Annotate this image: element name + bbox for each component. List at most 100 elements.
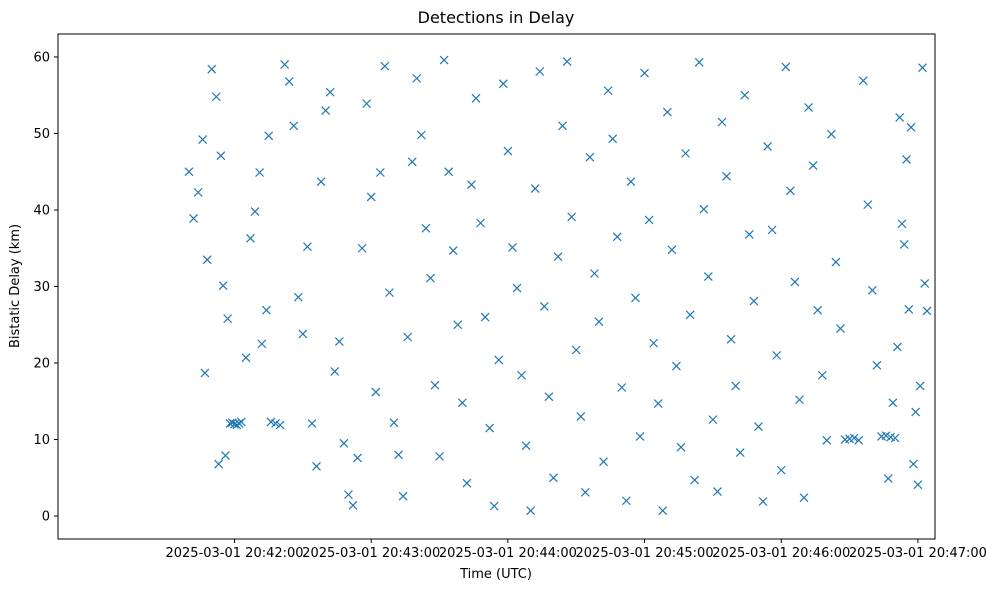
- plot-area: [57, 33, 936, 540]
- data-point-marker: [498, 79, 508, 89]
- data-point-marker: [216, 151, 226, 161]
- data-point-marker: [394, 450, 403, 460]
- y-tick-label: 0: [42, 510, 50, 525]
- data-point-marker: [321, 106, 331, 115]
- y-tick-label: 10: [33, 433, 50, 448]
- data-point-marker: [640, 68, 649, 78]
- data-point-marker: [307, 419, 317, 428]
- data-point-marker: [412, 73, 422, 83]
- y-axis-label: Bistatic Delay (km): [8, 224, 23, 348]
- data-point-marker: [218, 281, 228, 291]
- data-point-marker: [236, 417, 246, 427]
- data-point-marker: [467, 180, 476, 190]
- data-point-marker: [708, 415, 718, 425]
- data-point-marker: [813, 305, 823, 315]
- data-point-marker: [658, 506, 668, 516]
- data-point-marker: [553, 252, 563, 262]
- data-point-marker: [685, 310, 695, 320]
- data-point-marker: [262, 305, 271, 315]
- data-point-marker: [348, 500, 358, 510]
- data-point-marker: [353, 453, 362, 463]
- data-point-marker: [594, 317, 604, 327]
- data-point-marker: [580, 487, 590, 497]
- data-point-marker: [567, 212, 577, 222]
- data-point-marker: [250, 207, 260, 216]
- data-point-marker: [785, 186, 795, 196]
- data-point-marker: [703, 272, 713, 281]
- data-point-marker: [344, 490, 353, 500]
- data-point-marker: [849, 433, 859, 443]
- data-point-marker: [517, 370, 526, 380]
- x-tick-label: 2025-03-01 20:43:00: [302, 546, 440, 561]
- data-point-marker: [731, 381, 741, 391]
- data-point-marker: [722, 171, 731, 181]
- x-tick-label: 2025-03-01 20:45:00: [576, 546, 714, 561]
- data-point-marker: [644, 215, 654, 225]
- data-point-marker: [544, 392, 554, 402]
- data-point-marker: [590, 269, 599, 278]
- data-point-marker: [448, 246, 458, 255]
- data-points: [184, 55, 932, 516]
- data-point-marker: [435, 451, 444, 461]
- data-point-marker: [883, 474, 893, 483]
- x-tick-label: 2025-03-01 20:46:00: [712, 546, 850, 561]
- data-point-marker: [749, 296, 759, 306]
- data-point-marker: [621, 496, 631, 506]
- data-point-marker: [626, 177, 636, 187]
- data-point-marker: [293, 292, 303, 302]
- data-point-marker: [223, 314, 233, 324]
- data-point-marker: [189, 213, 198, 223]
- data-point-marker: [906, 122, 916, 132]
- data-point-marker: [913, 480, 923, 490]
- data-point-marker: [726, 334, 736, 344]
- x-tick-label: 2025-03-01 20:44:00: [439, 546, 577, 561]
- data-point-marker: [202, 255, 212, 265]
- data-point-marker: [776, 465, 786, 475]
- data-point-marker: [426, 273, 435, 283]
- data-point-marker: [339, 438, 349, 448]
- data-point-marker: [895, 112, 905, 122]
- data-point-marker: [489, 501, 499, 511]
- data-point-marker: [462, 478, 472, 488]
- data-point-marker: [316, 177, 326, 187]
- data-point-marker: [535, 67, 545, 76]
- data-point-marker: [653, 399, 663, 408]
- data-point-marker: [325, 87, 335, 97]
- data-point-marker: [539, 301, 549, 311]
- data-point-marker: [667, 245, 677, 255]
- data-point-marker: [385, 288, 394, 298]
- data-point-marker: [890, 433, 900, 443]
- data-point-marker: [184, 167, 194, 177]
- data-point-marker: [772, 350, 782, 360]
- data-point-marker: [576, 412, 586, 422]
- data-point-marker: [631, 293, 640, 303]
- data-point-marker: [334, 337, 344, 347]
- data-point-marker: [612, 232, 622, 242]
- data-point-marker: [676, 442, 686, 452]
- data-point-marker: [289, 121, 299, 131]
- data-point-marker: [915, 381, 925, 391]
- data-point-marker: [280, 60, 290, 70]
- y-tick-label: 60: [33, 50, 50, 65]
- data-point-marker: [257, 339, 267, 349]
- data-point-marker: [512, 283, 522, 293]
- y-tick-label: 50: [33, 127, 50, 142]
- data-point-marker: [799, 493, 809, 503]
- data-point-marker: [246, 233, 255, 243]
- data-point-marker: [485, 423, 495, 433]
- y-tick-label: 40: [33, 203, 50, 218]
- data-point-marker: [694, 57, 704, 67]
- data-point-marker: [284, 77, 294, 86]
- data-point-marker: [854, 435, 864, 445]
- data-point-marker: [920, 279, 930, 288]
- data-point-marker: [897, 219, 907, 229]
- data-point-marker: [330, 367, 340, 376]
- data-point-marker: [681, 148, 690, 158]
- data-point-marker: [207, 64, 217, 74]
- data-point-marker: [858, 76, 868, 86]
- data-point-marker: [375, 168, 385, 177]
- data-point-marker: [781, 62, 791, 72]
- y-tick-label: 30: [33, 280, 50, 295]
- data-point-marker: [366, 192, 376, 202]
